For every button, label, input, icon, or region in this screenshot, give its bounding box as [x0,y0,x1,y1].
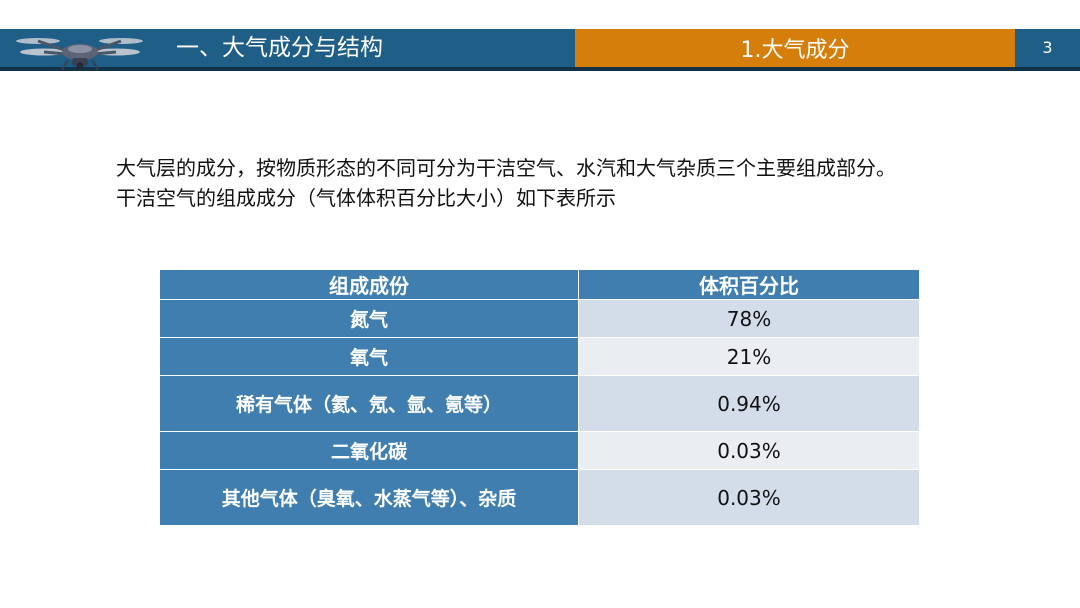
component-name: 氮气 [159,299,579,338]
volume-percent: 78% [578,299,920,338]
volume-percent: 0.03% [578,431,920,470]
drone-icon [16,38,143,71]
table-header-row: 组成成份 体积百分比 [159,269,920,300]
component-name: 二氧化碳 [159,431,579,470]
table-row: 氮气 78% [159,299,920,338]
component-name: 其他气体（臭氧、水蒸气等）、杂质 [159,469,579,526]
component-name: 氧气 [159,337,579,376]
topic-title: 1.大气成分 [740,38,850,63]
volume-percent: 0.03% [578,469,920,526]
header-underline [0,67,1080,71]
table-row: 二氧化碳 0.03% [159,431,920,470]
topic-banner: 1.大气成分 [575,29,1015,67]
section-title: 一、大气成分与结构 [176,35,383,61]
column-header-component: 组成成份 [159,269,579,300]
table-row: 氧气 21% [159,337,920,376]
table-row: 其他气体（臭氧、水蒸气等）、杂质 0.03% [159,469,920,526]
intro-line-1: 大气层的成分，按物质形态的不同可分为干洁空气、水汽和大气杂质三个主要组成部分。 [116,156,896,180]
column-header-volume-percent: 体积百分比 [578,269,920,300]
composition-table: 组成成份 体积百分比 氮气 78% 氧气 21% 稀有气体（氦、氖、氩、氪等） … [159,269,920,526]
page-number: 3 [1042,38,1053,57]
table-row: 稀有气体（氦、氖、氩、氪等） 0.94% [159,375,920,432]
volume-percent: 21% [578,337,920,376]
component-name: 稀有气体（氦、氖、氩、氪等） [159,375,579,432]
intro-line-2: 干洁空气的组成成分（气体体积百分比大小）如下表所示 [116,186,616,210]
intro-text: 大气层的成分，按物质形态的不同可分为干洁空气、水汽和大气杂质三个主要组成部分。 … [116,153,1016,213]
volume-percent: 0.94% [578,375,920,432]
